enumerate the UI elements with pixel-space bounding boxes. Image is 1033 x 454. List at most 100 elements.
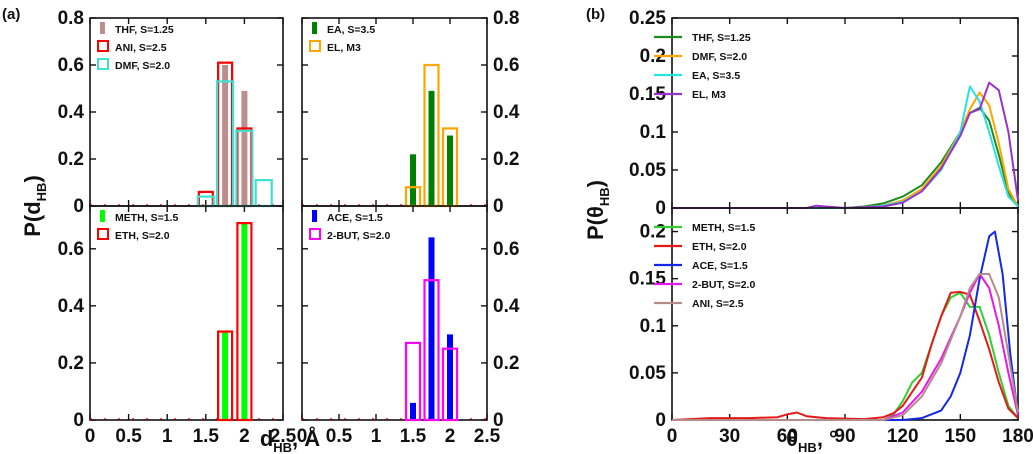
legend-label: ANI, S=2.5 (115, 42, 167, 54)
y-tick-label: 0.05 (629, 363, 666, 384)
bar (447, 135, 453, 206)
y-tick-label: 0.4 (58, 296, 85, 317)
legend-label: EL, M3 (327, 42, 361, 54)
x-tick-label: 30 (719, 426, 740, 447)
y-tick-label: 0.8 (58, 8, 84, 29)
legend-swatch (97, 40, 109, 52)
legend-swatch (312, 210, 317, 222)
y-tick-label: 0 (73, 196, 84, 217)
panel-a-bottom-right: 0 0.2 0.4 0.6 0 0.5 1 1.5 2 2.5 ACE, S=1.5 2-BUT, S… (297, 205, 520, 447)
legend-swatch (309, 40, 321, 52)
y-tick-label: 0.15 (629, 269, 666, 290)
x-tick-label: 60 (777, 426, 798, 447)
y-tick-label: 0.6 (58, 55, 84, 76)
bar (236, 222, 253, 422)
x-tick-label: 2.5 (474, 426, 501, 447)
legend-label: THF, S=1.25 (692, 32, 751, 44)
y-tick-label: 0.6 (493, 55, 519, 76)
y-tick-label: 0.2 (640, 46, 666, 67)
x-tick-label: 1 (371, 426, 382, 447)
legend-label: DMF, S=2.0 (692, 51, 747, 63)
plot-frame (671, 207, 1019, 421)
bar (428, 90, 435, 206)
x-tick-label: 2.5 (270, 426, 297, 447)
x-tick-label: 2 (239, 426, 250, 447)
legend-label: 2-BUT, S=2.0 (692, 279, 755, 291)
bar (447, 334, 453, 420)
bar (410, 402, 416, 420)
bar (441, 347, 459, 422)
plot-frame (301, 205, 488, 421)
y-tick-label: 0.2 (640, 222, 666, 243)
bar (404, 341, 422, 422)
x-tick-label: 1 (162, 426, 173, 447)
legend-swatch (312, 22, 317, 34)
legend-label: EA, S=3.5 (692, 70, 740, 82)
y-tick-label: 0 (655, 198, 666, 219)
x-tick-label: 180 (1002, 426, 1033, 447)
panel-b-bottom: 0 0.05 0.1 0.15 0.2 0 30 60 90 120 150 180 METH, S=1… (629, 207, 1033, 447)
legend-label: METH, S=1.5 (115, 212, 178, 224)
y-tick-label: 0.4 (58, 102, 85, 123)
y-tick-label: 0.8 (493, 8, 519, 29)
bar (410, 154, 416, 206)
legend-label: ETH, S=2.0 (115, 230, 170, 242)
x-tick-label: 0.5 (115, 426, 142, 447)
plot-frame (89, 205, 284, 421)
x-tick-label: 0 (85, 426, 96, 447)
y-tick-label: 0 (655, 410, 666, 431)
legend-label: DMF, S=2.0 (115, 60, 170, 72)
legend-label: EA, S=3.5 (327, 24, 375, 36)
x-tick-label: 0.5 (326, 426, 353, 447)
x-tick-label: 150 (944, 426, 976, 447)
legend-swatch (97, 228, 109, 240)
x-tick-label: 0 (297, 426, 308, 447)
y-tick-label: 0.2 (58, 149, 84, 170)
a-y-axis-title: P(dHB) (20, 175, 49, 237)
bar (241, 90, 248, 206)
y-tick-label: 0.6 (58, 239, 84, 260)
bar (254, 179, 273, 208)
series-line (672, 291, 1019, 421)
a-x-axis-title: dHB, Å (260, 425, 320, 454)
series-line (672, 85, 1019, 209)
legend-label: ACE, S=1.5 (692, 260, 748, 272)
series-line (672, 273, 1019, 421)
x-tick-label: 90 (834, 426, 855, 447)
y-tick-label: 0.25 (629, 8, 666, 29)
bar (423, 279, 440, 422)
y-tick-label: 0.2 (58, 353, 84, 374)
y-tick-label: 0 (493, 410, 504, 431)
panel-a-top-left: 0 0.2 0.4 0.6 0.8 THF, S=1.25 ANI, S=2.5 DMF, S… (58, 8, 284, 217)
y-tick-label: 0.4 (493, 102, 520, 123)
legend-swatch (100, 22, 105, 34)
legend-label: ANI, S=2.5 (692, 298, 744, 310)
legend-label: ACE, S=1.5 (327, 212, 383, 224)
legend-label: 2-BUT, S=2.0 (327, 230, 390, 242)
bar (428, 237, 435, 420)
y-tick-label: 0.6 (493, 239, 519, 260)
series-line (672, 81, 1019, 209)
x-tick-label: 120 (887, 426, 919, 447)
y-tick-label: 0.2 (493, 149, 519, 170)
y-tick-label: 0.15 (629, 84, 666, 105)
legend-label: EL, M3 (692, 89, 726, 101)
plot-frame (671, 17, 1019, 209)
y-tick-label: 0.1 (640, 316, 667, 337)
legend-label: THF, S=1.25 (115, 24, 174, 36)
bar (217, 330, 234, 422)
legend-swatch (309, 228, 321, 240)
x-tick-label: 0 (667, 426, 678, 447)
y-tick-label: 0.4 (493, 296, 520, 317)
y-tick-label: 0 (493, 196, 504, 217)
x-tick-label: 1.5 (193, 426, 220, 447)
bar (222, 65, 229, 206)
panel-a-top-right: 0 0.2 0.4 0.6 0.8 EA, S=3.5 EL, M3 (301, 8, 520, 217)
panel-b-top: 0 0.05 0.1 0.15 0.2 0.25 THF, S=1.25 DMF, S=2.0… (629, 8, 1019, 219)
x-tick-label: 1.5 (400, 426, 427, 447)
b-y-axis-title: P(θHB) (583, 180, 612, 240)
panel-label-a: (a) (2, 6, 20, 23)
bar (241, 223, 248, 420)
panel-a-bottom-left: 0 0.2 0.4 0.6 0 0.5 1 1.5 2 2.5 METH, S=1.5 ETH, S=… (58, 205, 297, 447)
